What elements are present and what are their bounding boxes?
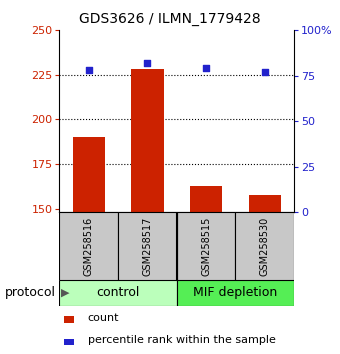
Bar (235, 212, 294, 280)
Text: MIF depletion: MIF depletion (193, 286, 277, 299)
Bar (249, 195, 281, 212)
Point (145, 60, 150, 66)
Text: GSM258517: GSM258517 (142, 216, 152, 276)
Text: protocol: protocol (5, 286, 56, 299)
Text: control: control (97, 286, 140, 299)
Bar (177, 280, 294, 306)
Bar (131, 69, 164, 212)
Point (203, 65, 209, 71)
Bar (190, 185, 222, 212)
Bar (73, 137, 105, 212)
Bar (177, 212, 235, 280)
Bar (59, 212, 118, 280)
Bar (59, 280, 177, 306)
Text: percentile rank within the sample: percentile rank within the sample (88, 335, 275, 345)
Bar (64, 316, 74, 323)
Text: GSM258515: GSM258515 (201, 216, 211, 276)
Bar (64, 339, 74, 346)
Point (262, 69, 268, 75)
Text: GDS3626 / ILMN_1779428: GDS3626 / ILMN_1779428 (79, 12, 261, 27)
Bar (118, 212, 177, 280)
Text: GSM258516: GSM258516 (84, 216, 94, 276)
Point (86, 67, 91, 73)
Text: count: count (88, 313, 119, 323)
Text: GSM258530: GSM258530 (260, 216, 270, 276)
Text: ▶: ▶ (61, 288, 70, 298)
